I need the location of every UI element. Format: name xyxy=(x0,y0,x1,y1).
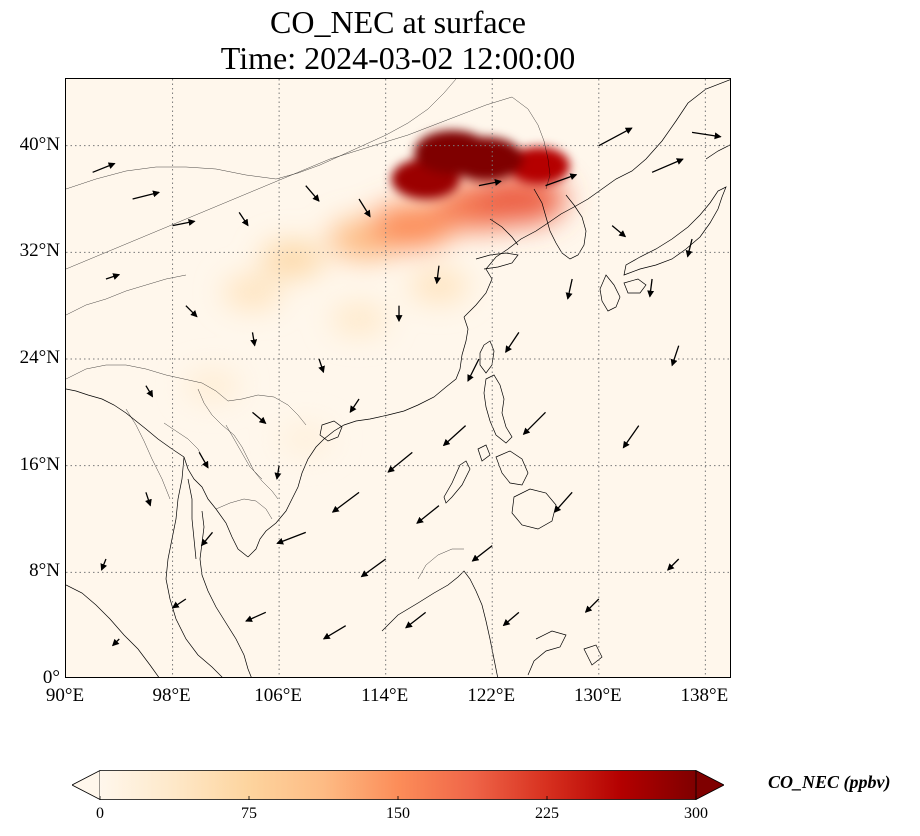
concentration-plume xyxy=(185,370,240,402)
wind-arrow xyxy=(647,278,655,298)
wind-arrow xyxy=(685,238,693,258)
wind-arrow xyxy=(171,598,187,609)
map-panel[interactable] xyxy=(65,78,731,678)
wind-arrow xyxy=(358,198,371,218)
wind-arrow xyxy=(584,598,600,613)
wind-arrow xyxy=(478,179,502,187)
wind-arrow xyxy=(545,173,578,187)
co-concentration-field xyxy=(185,130,570,455)
wind-arrow xyxy=(565,278,573,300)
wind-vector-field xyxy=(92,127,722,647)
coastlines xyxy=(66,79,730,677)
wind-arrow xyxy=(145,385,154,398)
wind-arrow xyxy=(100,558,108,571)
wind-arrow xyxy=(360,558,387,578)
wind-arrow xyxy=(667,558,680,571)
wind-arrow xyxy=(405,611,427,629)
concentration-plume xyxy=(260,241,325,277)
wind-arrow xyxy=(245,611,267,622)
colorbar-gradient xyxy=(100,770,696,800)
concentration-plume xyxy=(279,423,332,455)
concentration-plume xyxy=(370,202,455,249)
colorbar-tick-label: 225 xyxy=(535,805,559,822)
colorbar-tick-label: 300 xyxy=(684,805,708,822)
chart-title: CO_NEC at surface xyxy=(270,4,526,40)
latitude-tick-label: 40°N xyxy=(19,133,60,155)
wind-arrow xyxy=(305,185,320,202)
wind-arrow xyxy=(434,265,441,285)
wind-arrow xyxy=(651,158,684,173)
wind-arrow xyxy=(598,127,633,147)
latitude-tick-label: 8°N xyxy=(29,560,60,582)
colorbar-tick-label: 150 xyxy=(386,805,410,822)
map-canvas[interactable] xyxy=(66,79,731,678)
longitude-tick-label: 138°E xyxy=(680,685,729,706)
wind-arrow xyxy=(322,625,347,640)
wind-arrow xyxy=(349,398,360,414)
wind-arrow xyxy=(442,425,467,447)
latitude-tick-label: 24°N xyxy=(19,347,60,368)
wind-arrow xyxy=(92,162,116,173)
wind-arrow xyxy=(471,545,493,562)
wind-arrow xyxy=(505,331,520,353)
latitude-tick-label: 0° xyxy=(42,667,60,688)
colorbar-tick-label: 75 xyxy=(241,805,257,822)
wind-arrow xyxy=(467,358,480,382)
concentration-plume xyxy=(409,268,469,303)
concentration-plume xyxy=(223,275,282,310)
wind-arrow xyxy=(185,305,198,318)
longitude-tick-label: 106°E xyxy=(254,685,302,706)
wind-arrow xyxy=(670,345,680,367)
latitude-tick-label: 32°N xyxy=(19,240,60,262)
wind-arrow xyxy=(105,273,121,280)
colorbar-graphic xyxy=(72,770,724,800)
colorbar-label: CO_NEC (ppbv) xyxy=(768,772,891,792)
wind-arrow xyxy=(111,638,120,647)
wind-arrow xyxy=(387,451,413,473)
wind-arrow xyxy=(274,465,282,480)
wind-arrow xyxy=(200,531,214,547)
concentration-plume xyxy=(508,146,570,185)
wind-arrow xyxy=(172,219,196,227)
wind-arrow xyxy=(553,491,573,513)
colorbar-tick-label: 0 xyxy=(96,805,104,822)
latitude-tick-label: 16°N xyxy=(19,453,60,475)
wind-arrow xyxy=(132,190,160,200)
wind-arrow xyxy=(691,131,722,140)
wind-arrow xyxy=(250,332,258,347)
longitude-tick-label: 122°E xyxy=(467,685,516,706)
colorbar-extend-max xyxy=(695,770,724,800)
longitude-tick-label: 98°E xyxy=(152,685,191,706)
longitude-tick-label: 90°E xyxy=(45,685,85,706)
wind-arrow xyxy=(416,505,440,524)
colorbar-extend-min xyxy=(72,770,101,800)
wind-arrow xyxy=(502,611,520,627)
wind-arrow xyxy=(238,211,249,227)
longitude-tick-label: 114°E xyxy=(361,685,409,706)
longitude-tick-label: 130°E xyxy=(573,685,622,706)
wind-arrow xyxy=(622,425,640,449)
wind-arrow xyxy=(198,452,209,469)
map-gridlines xyxy=(66,79,730,677)
chart-subtitle: Time: 2024-03-02 12:00:00 xyxy=(220,40,576,76)
wind-arrow xyxy=(318,358,325,374)
wind-arrow xyxy=(145,492,152,507)
wind-arrow xyxy=(331,491,360,513)
concentration-plume xyxy=(472,173,566,225)
concentration-plume xyxy=(447,137,524,181)
concentration-plume xyxy=(330,302,388,336)
wind-arrow xyxy=(252,411,267,424)
wind-arrow xyxy=(611,225,627,238)
wind-arrow xyxy=(276,531,306,545)
wind-arrow xyxy=(522,411,546,436)
colorbar xyxy=(72,770,724,800)
